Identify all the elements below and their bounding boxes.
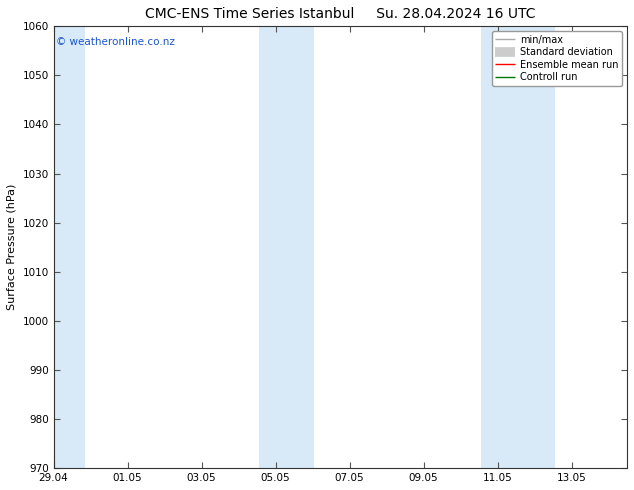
Bar <box>481 26 555 468</box>
Bar <box>259 26 314 468</box>
Text: © weatheronline.co.nz: © weatheronline.co.nz <box>56 37 176 48</box>
Y-axis label: Surface Pressure (hPa): Surface Pressure (hPa) <box>7 184 17 311</box>
Bar <box>54 26 85 468</box>
Legend: min/max, Standard deviation, Ensemble mean run, Controll run: min/max, Standard deviation, Ensemble me… <box>491 31 622 86</box>
Title: CMC-ENS Time Series Istanbul     Su. 28.04.2024 16 UTC: CMC-ENS Time Series Istanbul Su. 28.04.2… <box>145 7 536 21</box>
